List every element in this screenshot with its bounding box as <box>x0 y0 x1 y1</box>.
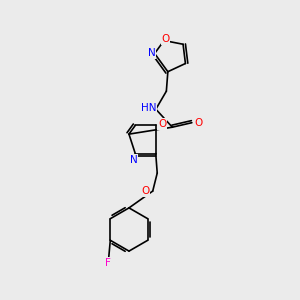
Text: O: O <box>161 34 170 44</box>
Text: O: O <box>158 119 166 129</box>
Text: N: N <box>130 154 138 165</box>
Text: F: F <box>105 258 111 268</box>
Text: HN: HN <box>141 103 156 113</box>
Text: N: N <box>148 49 155 58</box>
Text: O: O <box>194 118 202 128</box>
Text: O: O <box>141 186 149 196</box>
